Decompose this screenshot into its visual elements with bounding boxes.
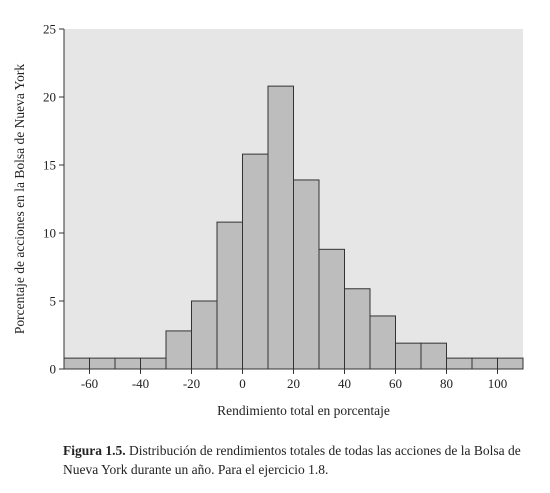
histogram-bar bbox=[217, 222, 243, 369]
x-tick-label: -20 bbox=[183, 376, 200, 391]
x-tick-label: 40 bbox=[338, 376, 351, 391]
histogram-bar bbox=[268, 86, 294, 369]
caption-label: Figura 1.5. bbox=[63, 443, 126, 458]
x-tick-label: 0 bbox=[239, 376, 246, 391]
y-tick-label: 0 bbox=[50, 362, 57, 377]
x-tick-label: 100 bbox=[488, 376, 508, 391]
x-axis-label: Rendimiento total en porcentaje bbox=[217, 403, 390, 418]
figure-caption: Figura 1.5. Distribución de rendimientos… bbox=[63, 441, 533, 479]
y-tick-label: 10 bbox=[43, 226, 56, 241]
histogram-svg: 0 5 10 15 20 25 -60 -40 -20 0 20 40 60 80 100 Rendimien… bbox=[0, 0, 550, 430]
histogram-bar bbox=[141, 358, 167, 369]
histogram-bar bbox=[421, 343, 447, 369]
y-axis-label: Porcentaje de acciones en la Bolsa de Nu… bbox=[12, 64, 27, 335]
histogram-bar bbox=[319, 249, 345, 369]
histogram-bar bbox=[90, 358, 116, 369]
histogram-bar bbox=[294, 180, 320, 369]
caption-text: Distribución de rendimientos totales de … bbox=[63, 443, 521, 477]
histogram-bar bbox=[447, 358, 473, 369]
x-tick-label: 60 bbox=[389, 376, 402, 391]
histogram-bar bbox=[115, 358, 141, 369]
x-tick-label: -40 bbox=[132, 376, 149, 391]
histogram-bar bbox=[345, 289, 371, 369]
x-tick-label: 80 bbox=[440, 376, 453, 391]
x-tick-label: 20 bbox=[287, 376, 300, 391]
x-tick-label: -60 bbox=[81, 376, 98, 391]
y-tick-label: 25 bbox=[43, 22, 56, 37]
histogram-bar bbox=[64, 358, 90, 369]
histogram-bar bbox=[192, 301, 218, 369]
histogram-bar bbox=[472, 358, 498, 369]
y-tick-label: 20 bbox=[43, 90, 56, 105]
histogram-bar bbox=[166, 331, 192, 369]
histogram-bar bbox=[498, 358, 524, 369]
y-tick-label: 15 bbox=[43, 158, 56, 173]
histogram-chart: 0 5 10 15 20 25 -60 -40 -20 0 20 40 60 80 100 Rendimien… bbox=[0, 0, 550, 430]
histogram-bar bbox=[243, 154, 269, 369]
histogram-bar bbox=[396, 343, 422, 369]
y-tick-label: 5 bbox=[50, 294, 57, 309]
histogram-bar bbox=[370, 316, 396, 369]
